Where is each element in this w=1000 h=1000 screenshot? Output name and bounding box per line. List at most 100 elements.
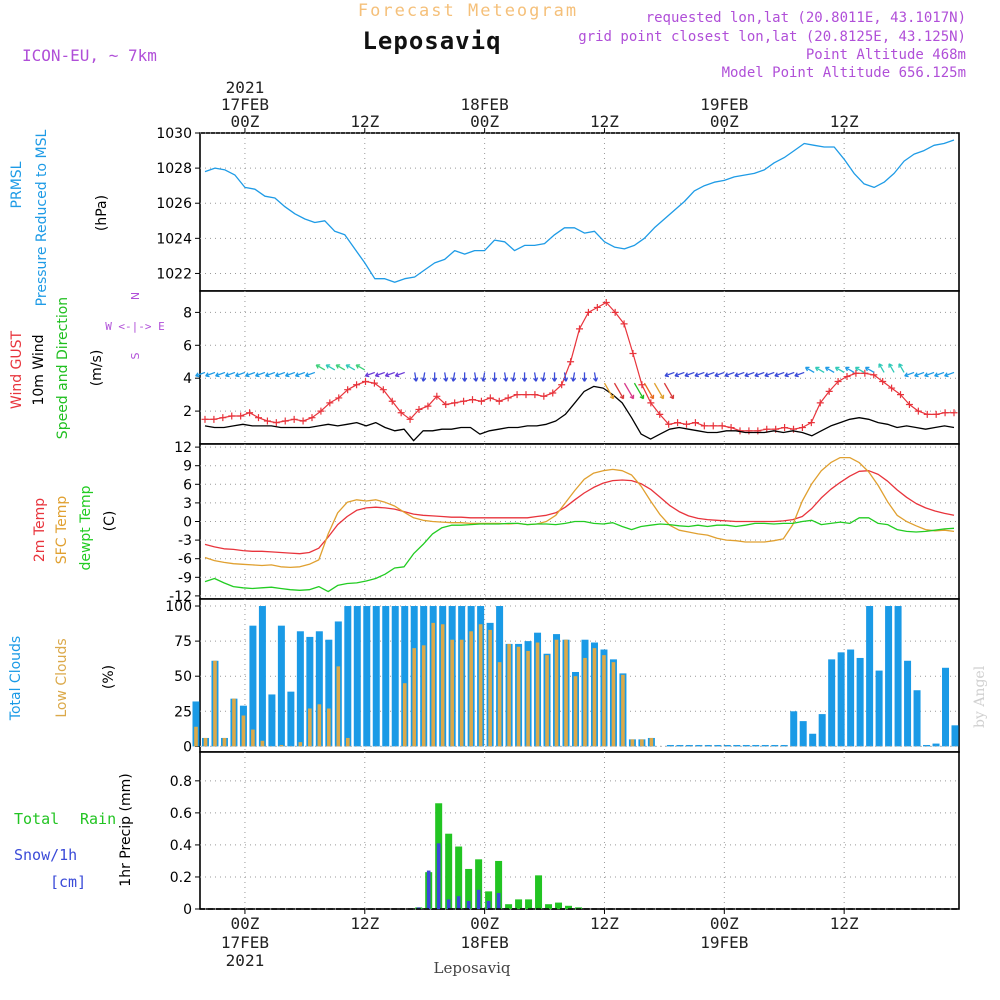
gust-marker (433, 392, 441, 400)
rain-bar (475, 859, 483, 909)
panel-temperature: -12 -9 -6 -3 0 3 6 9 12 2m Temp SFC Temp dewpt Temp… (32, 440, 960, 605)
low-cloud-bar (222, 737, 227, 747)
wind-direction-arrow (205, 371, 216, 378)
total-cloud-bar (809, 733, 817, 747)
total-cloud-bar (344, 606, 352, 747)
panel-frame (199, 751, 960, 910)
total-cloud-bar (894, 606, 902, 747)
gust-marker (254, 414, 262, 422)
wind-direction-arrow (904, 371, 915, 378)
y-tick-label: 0.4 (170, 838, 192, 854)
total-cloud-bar (192, 701, 200, 747)
low-cloud-bar (478, 624, 483, 747)
gust-marker (370, 379, 378, 387)
wind-direction-arrow (714, 371, 725, 378)
low-cloud-bar (402, 683, 407, 747)
wind10m-line (204, 385, 955, 442)
legend-cm: [cm] (50, 873, 86, 891)
y-tick-label: 1026 (156, 196, 192, 212)
low-cloud-bar (611, 662, 616, 747)
gust-marker (219, 414, 227, 422)
model-name: ICON-EU, ~ 7km (22, 46, 157, 65)
gust-marker (210, 415, 218, 423)
panel-frame (199, 132, 960, 292)
y-tick-label: 0.6 (170, 806, 192, 822)
total-cloud-bar (704, 744, 712, 747)
wind-direction-arrow (592, 372, 599, 382)
top-time-label: 17FEB (221, 95, 269, 114)
total-cloud-bar (790, 711, 798, 747)
y-tick-label: 50 (174, 669, 192, 685)
gust-marker (567, 358, 575, 366)
total-cloud-bar (695, 744, 703, 747)
legend-snow: Snow/1h (14, 846, 77, 864)
wind-direction-arrow (804, 366, 815, 373)
low-cloud-bar (203, 737, 208, 747)
y-tick-label: 9 (183, 459, 192, 475)
low-cloud-bar (554, 639, 559, 747)
gust-marker (932, 410, 940, 418)
wind-direction-arrow (421, 372, 427, 382)
gust-marker (629, 350, 637, 358)
wind-direction-arrow (674, 371, 685, 378)
wind-direction-arrow (462, 372, 468, 382)
bottom-time-label: 17FEB (221, 933, 269, 952)
y-tick-label: 1024 (156, 231, 192, 247)
wind-direction-arrow (754, 371, 765, 378)
wind-direction-arrow (888, 363, 895, 373)
bottom-time-label: 00Z (230, 914, 259, 933)
wind-direction-arrow (540, 372, 547, 382)
bottom-time-label: 19FEB (700, 933, 748, 952)
rain-bar (555, 902, 563, 909)
snow-bar (426, 870, 431, 909)
wind-direction-arrow (245, 371, 256, 378)
ylabel-sfc-temp: SFC Temp (54, 496, 70, 565)
wind-direction-arrow (384, 371, 395, 378)
low-cloud-bar (251, 729, 255, 747)
gust-marker (361, 377, 369, 385)
top-time-label: 12Z (350, 112, 379, 131)
low-cloud-bar (640, 739, 644, 747)
y-tick-label: 8 (183, 305, 192, 321)
ylabel-wind-gust: Wind GUST (9, 330, 25, 409)
total-cloud-bar (951, 725, 959, 747)
gust-marker (674, 419, 682, 427)
wind-direction-arrow (878, 363, 885, 373)
snow-bar (496, 892, 501, 909)
wind-direction-arrow (694, 371, 705, 378)
low-cloud-bar (573, 676, 578, 747)
gust-marker (781, 424, 789, 432)
gust-marker (335, 394, 343, 402)
grid-point-coords: grid point closest lon,lat (20.8125E, 43… (578, 29, 966, 45)
gust-marker (718, 422, 726, 430)
wind-direction-arrow (944, 371, 955, 378)
wind-direction-arrow (653, 382, 665, 400)
gust-marker (344, 386, 352, 394)
wind-direction-arrow (255, 371, 266, 378)
y-tick-label: -9 (178, 570, 192, 586)
gust-marker (754, 427, 762, 435)
wind-direction-arrow (533, 372, 539, 382)
top-time-label: 00Z (230, 112, 259, 131)
wind-direction-arrow (521, 372, 528, 382)
snow-bar (476, 889, 481, 909)
ylabel-celsius: (C) (102, 511, 118, 532)
ylabel-speed-direction: Speed and Direction (55, 297, 71, 439)
gust-marker (558, 381, 566, 389)
gust-marker (522, 391, 530, 399)
bottom-time-label: 2021 (226, 951, 265, 970)
total-cloud-bar (847, 649, 855, 747)
wind-direction-arrow (744, 371, 755, 378)
panel-clouds: 0 25 50 75 100 Total Clouds Low Clouds (%) (8, 598, 960, 755)
gust-marker (941, 409, 949, 417)
rain-bar (545, 904, 553, 909)
y-tick-label: -3 (178, 533, 192, 549)
top-time-label: 18FEB (461, 95, 509, 114)
wind-direction-arrow (854, 366, 865, 373)
wind-direction-arrow (315, 364, 326, 371)
ylabel-percent: (%) (101, 665, 117, 689)
legend-rain: Rain (80, 810, 116, 828)
gust-marker (691, 419, 699, 427)
y-tick-label: 0 (183, 515, 192, 531)
compass-we: W <-|-> E (105, 320, 165, 333)
